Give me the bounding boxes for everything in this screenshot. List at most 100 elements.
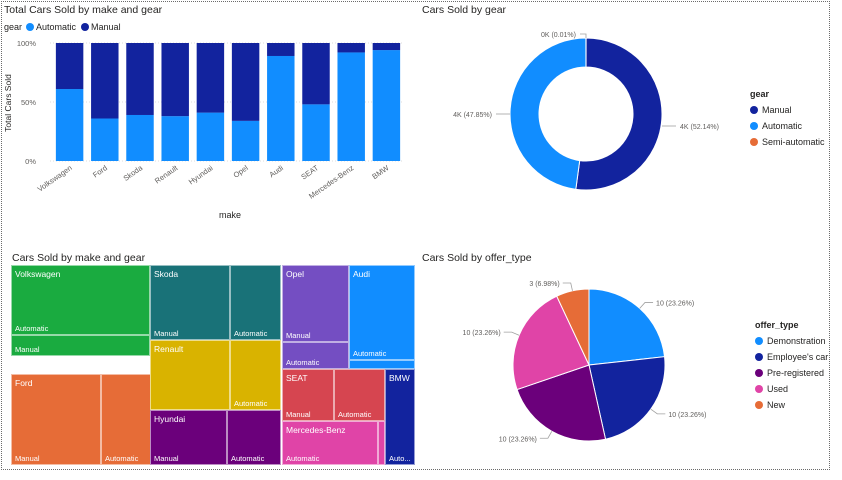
bar-y-tick-label: 100%: [17, 39, 37, 48]
bar-segment-manual: [231, 43, 260, 121]
pie-data-label: 10 (23.26%): [463, 330, 501, 337]
bar-x-tick-label: Ford: [91, 163, 109, 179]
bar-x-tick-label: BMW: [370, 163, 391, 181]
bar-y-tick-label: 0%: [25, 157, 36, 166]
treemap-cell-mercedes-benz-automatic[interactable]: Mercedes-Benz Automatic: [282, 421, 378, 465]
bar-x-tick-label: SEAT: [299, 163, 320, 182]
bar-chart-title: Total Cars Sold by make and gear: [4, 4, 163, 16]
treemap-make-label: Volkswagen: [15, 269, 61, 279]
legend-manual-dot: [81, 23, 90, 31]
treemap-gear-label: Automatic: [15, 324, 49, 333]
pie-legend-item-used[interactable]: Used: [755, 381, 828, 397]
treemap-cell-audi-automatic[interactable]: Audi Automatic: [349, 265, 415, 360]
legend-dot: [755, 401, 763, 409]
bar-segment-manual: [337, 43, 365, 53]
legend-label: Used: [767, 384, 789, 394]
legend-dot: [755, 369, 763, 377]
pie-data-label: 10 (23.26%): [668, 412, 706, 419]
pie-leader-line: [503, 331, 520, 336]
bar-chart-plot: 0% 50% 100% Volkswagen Ford Skoda Renault Hyun…: [3, 39, 402, 220]
bar-segment-automatic: [196, 112, 225, 161]
pie-data-label: 3 (6.98%): [529, 281, 559, 288]
bar-segment-automatic: [231, 120, 260, 161]
treemap-gear-label: Automatic: [234, 329, 268, 338]
treemap-title: Cars Sold by make and gear: [12, 252, 146, 264]
bar-x-axis-title: make: [219, 210, 241, 220]
bar-legend-manual[interactable]: Manual: [91, 22, 121, 32]
bar-legend-automatic[interactable]: Automatic: [36, 22, 77, 32]
legend-label: Pre-registered: [767, 368, 825, 378]
treemap-gear-label: Automatic: [286, 454, 320, 463]
bar-segment-automatic: [91, 118, 119, 161]
treemap-visual[interactable]: Cars Sold by make and gear Volkswagen Aut…: [0, 248, 418, 470]
treemap-area: Volkswagen Automatic Manual Ford Manual Autom…: [0, 248, 418, 470]
bar-segment-automatic: [302, 104, 330, 161]
treemap-cell-seat-automatic[interactable]: Automatic: [334, 369, 385, 421]
legend-automatic-dot: [26, 23, 35, 31]
legend-label: New: [767, 400, 786, 410]
bar-x-tick-label: Volkswagen: [36, 163, 74, 193]
pie-legend: offer_type Demonstration Employee's car …: [755, 320, 828, 413]
pie-chart-title: Cars Sold by offer_type: [422, 252, 532, 264]
treemap-make-label: Mercedes-Benz: [286, 425, 346, 435]
treemap-cell-mercedes-benz-manual[interactable]: [378, 421, 385, 465]
legend-dot: [750, 138, 758, 146]
pie-legend-item-employees-car[interactable]: Employee's car: [755, 349, 828, 365]
pie-legend-item-pre-registered[interactable]: Pre-registered: [755, 365, 828, 381]
bar-segment-automatic: [126, 114, 154, 161]
treemap-cell-skoda-manual[interactable]: Skoda Manual: [150, 265, 230, 340]
bar-segment-automatic: [267, 55, 295, 162]
treemap-gear-label: Automatic: [234, 399, 268, 408]
pie-leader-line: [650, 408, 666, 415]
treemap-gear-label: Manual: [154, 454, 179, 463]
pie-chart-visual[interactable]: Cars Sold by offer_type 10 (23.26%) 10 (2…: [418, 248, 828, 470]
treemap-gear-label: Auto...: [389, 454, 411, 463]
treemap-cell-seat-manual[interactable]: SEAT Manual: [282, 369, 334, 421]
pie-data-label: 10 (23.26%): [499, 436, 537, 443]
donut-slice-automatic: [509, 37, 587, 190]
treemap-cell-audi-manual[interactable]: [349, 360, 415, 369]
treemap-gear-label: Automatic: [286, 358, 320, 367]
bar-segment-manual: [302, 43, 330, 105]
donut-legend-title: gear: [750, 89, 770, 99]
treemap-cell-bmw-automatic[interactable]: BMW Auto...: [385, 369, 415, 465]
legend-dot: [755, 353, 763, 361]
treemap-cell-volkswagen-automatic[interactable]: Volkswagen Automatic: [11, 265, 150, 335]
treemap-cell-volkswagen-manual[interactable]: Manual: [11, 335, 150, 356]
treemap-make-label: Hyundai: [154, 414, 186, 424]
treemap-make-label: SEAT: [286, 373, 308, 383]
donut-legend-item-automatic[interactable]: Automatic: [750, 118, 825, 134]
treemap-make-label: Audi: [353, 269, 371, 279]
treemap-cell-renault-manual[interactable]: Renault: [150, 340, 230, 410]
treemap-gear-label: Automatic: [105, 454, 139, 463]
treemap-gear-label: Manual: [286, 331, 311, 340]
bar-chart-visual[interactable]: Total Cars Sold by make and gear gear Au…: [0, 0, 412, 232]
treemap-cell-hyundai-manual[interactable]: Hyundai Manual: [150, 410, 227, 465]
treemap-cell-renault-automatic[interactable]: Automatic: [230, 340, 281, 410]
treemap-cell-hyundai-automatic[interactable]: Automatic: [227, 410, 281, 465]
pie-legend-item-new[interactable]: New: [755, 397, 828, 413]
donut-chart-visual[interactable]: Cars Sold by gear 4K (52.14%) 4K (47.85%)…: [418, 0, 828, 232]
pie-leader-line: [562, 282, 573, 291]
treemap-cell-ford-manual[interactable]: Ford Manual: [11, 374, 101, 465]
treemap-gear-label: Automatic: [231, 454, 265, 463]
donut-data-label: 4K (52.14%): [680, 124, 719, 131]
bar-legend-title: gear: [4, 22, 23, 32]
legend-label: Manual: [762, 105, 792, 115]
pie-leader-line: [639, 302, 654, 309]
donut-legend-item-manual[interactable]: Manual: [750, 102, 825, 118]
bar-segment-automatic: [372, 50, 401, 161]
treemap-cell-opel-manual[interactable]: Opel Manual: [282, 265, 349, 342]
donut-data-label: 4K (47.85%): [453, 112, 492, 119]
pie-slice-demonstration: [588, 288, 666, 366]
bar-segment-manual: [267, 43, 295, 56]
treemap-gear-label: Manual: [15, 345, 40, 354]
treemap-cell-opel-automatic[interactable]: Automatic: [282, 342, 349, 369]
donut-legend-item-semi-automatic[interactable]: Semi-automatic: [750, 134, 825, 150]
pie-legend-item-demonstration[interactable]: Demonstration: [755, 333, 828, 349]
treemap-cell-skoda-automatic[interactable]: Automatic: [230, 265, 281, 340]
pie-slice-new: [556, 288, 590, 366]
bar-segment-manual: [126, 43, 154, 115]
bar-x-tick-label: Hyundai: [187, 163, 215, 186]
bar-segment-manual: [372, 43, 401, 51]
